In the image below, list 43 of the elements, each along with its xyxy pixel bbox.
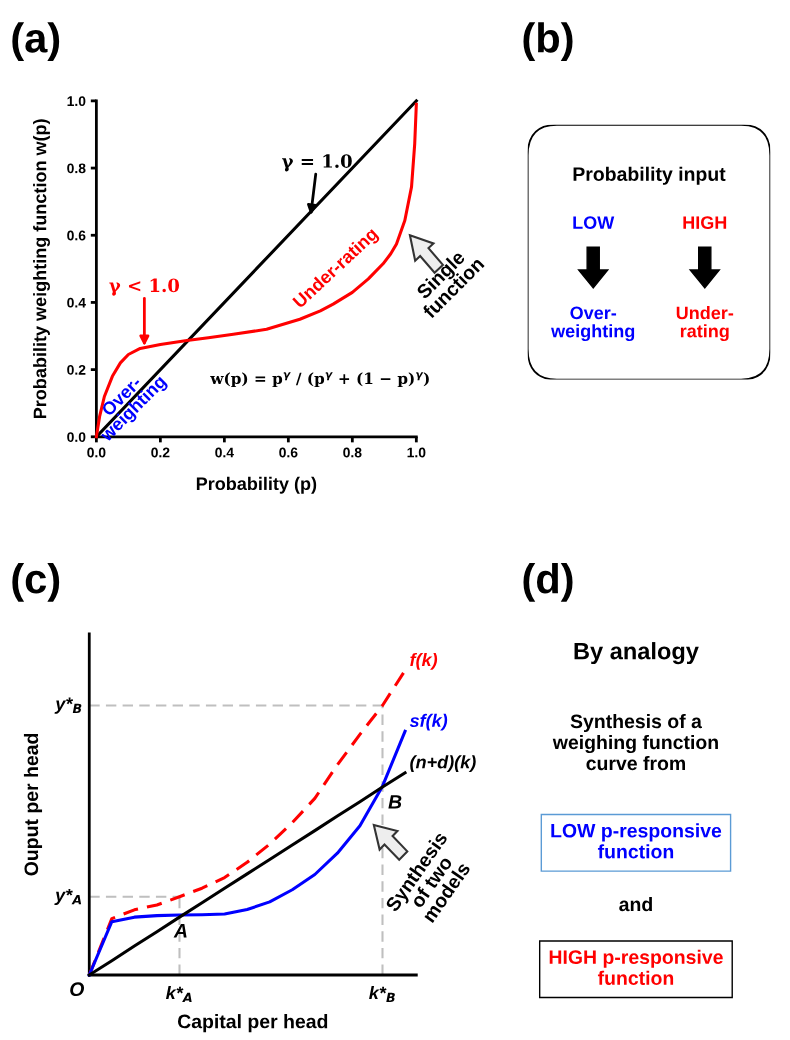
text: Synthesis of a weighing function curve from [552, 713, 718, 771]
series-label: (n+d)(k) [410, 755, 476, 773]
chart-title: (a) [12, 22, 60, 62]
y-tick-label: 1.0 [67, 96, 86, 107]
series-label: f(k) [410, 652, 438, 670]
text: (d) [523, 562, 573, 602]
x-tick-label: 0.6 [279, 447, 298, 458]
annotation: B [388, 795, 402, 809]
y-tick-label: 0.6 [67, 230, 86, 241]
text: and [619, 896, 652, 912]
text: LOW p-responsive function [551, 823, 722, 859]
y-axis-title: Probability weighting function w(p) [33, 119, 50, 419]
x-axis-title: Capital per head [177, 1014, 328, 1033]
x-tick-label: k*$_{B}$ [369, 986, 395, 1003]
annotation: γ = 1.0 [282, 154, 352, 172]
ref-line-label: y*$_{A}$ [54, 888, 82, 906]
text: HIGH [683, 216, 727, 230]
y-tick-label: 0.0 [67, 432, 86, 442]
text: Over- weighting [551, 306, 635, 342]
text: LOW [573, 216, 615, 230]
text: Under- rating [676, 306, 734, 342]
x-tick-label: k*$_{A}$ [165, 986, 192, 1003]
annotation: w(p) = p$^{γ}$ / (p$^{γ}$ + (1 − p)$^{γ}$) [210, 372, 429, 388]
ref-line-label: y*$_{B}$ [54, 697, 82, 714]
text: O [70, 982, 85, 997]
x-tick-label: 0.8 [343, 447, 362, 458]
text: By analogy [574, 642, 699, 665]
y-axis-title: Ouput per head [23, 733, 43, 876]
text: (b) [523, 22, 573, 62]
y-tick-label: 0.8 [67, 163, 86, 174]
text: Probability input [573, 166, 726, 185]
x-tick-label: 0.0 [87, 447, 106, 458]
annotation: γ < 1.0 [109, 278, 180, 296]
x-tick-label: 0.2 [151, 447, 170, 458]
chart-title: (c) [12, 562, 60, 602]
x-tick-label: 0.4 [215, 447, 234, 458]
text: HIGH p-responsive function [549, 949, 723, 985]
series-label: sf(k) [409, 713, 448, 731]
y-tick-label: 0.2 [67, 364, 86, 375]
x-axis-title: Probability (p) [196, 476, 317, 494]
y-tick-label: 0.4 [67, 297, 86, 308]
annotation: A [173, 924, 187, 938]
x-tick-label: 1.0 [407, 447, 426, 458]
